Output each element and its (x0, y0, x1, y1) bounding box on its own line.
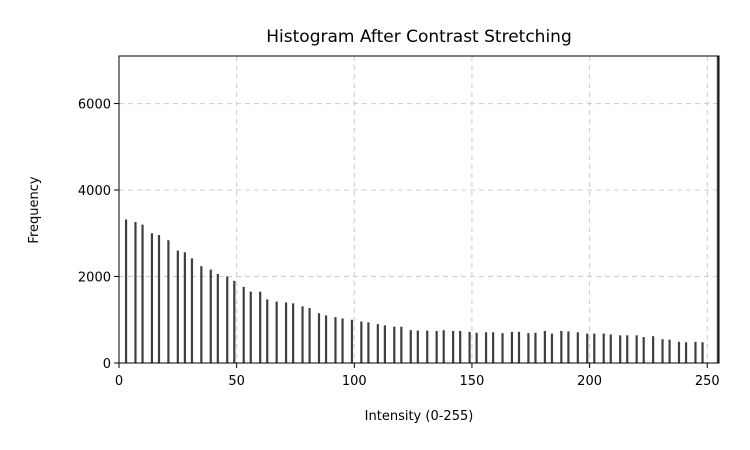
histogram-bar (468, 331, 471, 363)
x-tick-label: 200 (577, 374, 602, 389)
histogram-bar (543, 331, 546, 363)
histogram-bar (501, 333, 504, 363)
y-tick-label: 0 (103, 357, 111, 372)
histogram-bar (275, 301, 278, 363)
histogram-bar (242, 286, 245, 363)
plot-frame (118, 55, 720, 364)
histogram-bar (517, 331, 521, 363)
histogram-bar (701, 342, 704, 363)
histogram-bar (442, 330, 445, 363)
histogram-bar (593, 333, 596, 363)
histogram-bar (301, 306, 304, 363)
histogram-bar (716, 56, 719, 363)
histogram-bar (341, 318, 344, 363)
histogram-bar (677, 341, 681, 363)
histogram-bar (157, 235, 161, 363)
histogram-bar (619, 335, 622, 363)
x-tick-label: 0 (115, 374, 123, 389)
histogram-bar (527, 333, 530, 363)
histogram-bar (209, 269, 212, 363)
histogram-bar (668, 339, 671, 363)
histogram-bar (475, 332, 478, 363)
histogram-bar (400, 326, 403, 363)
histogram-bar (484, 332, 488, 363)
histogram-bar (560, 331, 563, 363)
histogram-bar (550, 333, 554, 363)
histogram-bar (284, 302, 288, 363)
histogram-bar (510, 331, 514, 363)
x-axis-label: Intensity (0-255) (365, 409, 474, 424)
y-axis-label: Frequency (27, 176, 42, 243)
x-axis-ticks: 0 50 100 150 200 250 (115, 363, 720, 389)
histogram-bar (134, 222, 137, 363)
histogram-bar (324, 315, 328, 363)
histogram-bar (360, 321, 363, 363)
histogram-bar (317, 313, 321, 363)
histogram-bar (586, 333, 589, 363)
histogram-bar (492, 332, 495, 363)
histogram-bar (292, 303, 295, 363)
histogram-bar (661, 339, 664, 363)
histogram-bar (233, 280, 236, 363)
y-tick-label: 6000 (78, 98, 111, 113)
histogram-bar (200, 266, 203, 363)
x-tick-label: 50 (228, 374, 245, 389)
histogram-bar (694, 341, 697, 363)
histogram-bar (266, 299, 269, 363)
histogram-bar (426, 330, 429, 363)
histogram-bar (308, 308, 311, 363)
histogram-bar (249, 291, 252, 363)
histogram-bar (334, 317, 337, 363)
x-tick-label: 250 (695, 374, 720, 389)
histogram-bar (167, 240, 170, 363)
histogram-bar (376, 324, 379, 363)
x-tick-label: 100 (342, 374, 367, 389)
histogram-bar (176, 250, 179, 363)
y-axis-ticks: 0 2000 4000 6000 (78, 98, 119, 372)
histogram-bar (626, 335, 629, 363)
histogram-bar (684, 342, 688, 363)
histogram-bar (190, 258, 194, 363)
grid (119, 56, 719, 363)
histogram-bar (141, 224, 144, 363)
histogram-bar (393, 326, 396, 363)
histogram-bar (609, 334, 612, 363)
histogram-bar (350, 319, 354, 363)
histogram-bar (459, 331, 462, 363)
histogram-bar (602, 333, 605, 363)
histogram-bar (383, 325, 386, 363)
histogram-bar (435, 331, 438, 363)
histogram-bar (150, 233, 154, 363)
histogram-bar (259, 291, 262, 363)
histogram-bar (452, 331, 455, 363)
chart-title: Histogram After Contrast Stretching (266, 27, 571, 47)
histogram-bar (409, 330, 412, 363)
y-tick-label: 4000 (78, 184, 111, 199)
histogram-bar (567, 331, 570, 363)
x-tick-label: 150 (460, 374, 485, 389)
histogram-bar (226, 276, 229, 363)
histogram-bar (635, 335, 638, 363)
histogram-bar (183, 252, 186, 363)
bars (124, 56, 719, 363)
histogram-bar (416, 330, 419, 363)
y-tick-label: 2000 (78, 271, 111, 286)
histogram-bar (652, 336, 655, 363)
histogram-bar (367, 322, 370, 363)
histogram-bar (216, 273, 219, 363)
histogram-bar (124, 219, 128, 363)
histogram-bar (534, 332, 537, 363)
histogram-bar (576, 332, 579, 363)
histogram-bar (642, 337, 645, 363)
